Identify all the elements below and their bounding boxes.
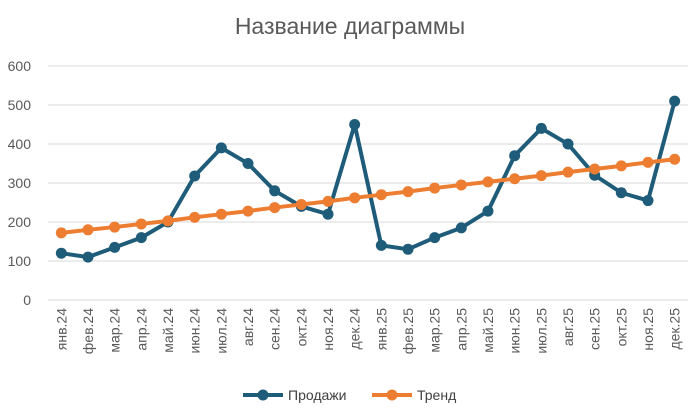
legend: Продажи Тренд	[243, 387, 456, 403]
data-point	[242, 158, 254, 169]
legend-marker	[257, 389, 269, 401]
x-tick-label: апр.25	[453, 308, 469, 351]
data-point	[642, 156, 654, 168]
data-point	[615, 187, 627, 199]
data-point	[55, 247, 67, 259]
data-point	[509, 173, 521, 185]
data-point	[295, 198, 307, 210]
x-tick-label: авг.24	[240, 308, 256, 346]
data-point	[429, 182, 441, 194]
y-tick-label: 300	[8, 175, 32, 191]
y-tick-label: 500	[8, 97, 32, 113]
x-tick-label: фев.24	[80, 308, 96, 354]
legend-label: Тренд	[417, 387, 456, 403]
x-tick-label: июл.25	[533, 308, 549, 354]
data-point	[562, 138, 574, 150]
data-point	[669, 153, 681, 165]
x-tick-label: май.25	[480, 308, 496, 353]
x-tick-label: окт.25	[613, 308, 629, 347]
data-point	[482, 176, 494, 188]
data-point	[215, 208, 227, 220]
data-point	[589, 163, 601, 175]
x-tick-label: ноя.24	[320, 308, 336, 351]
x-tick-label: апр.24	[133, 308, 149, 351]
data-point	[375, 189, 387, 201]
x-axis-ticks: янв.24 фев.24 мар.24 апр.24 май.24 июн.24 июл.…	[53, 308, 682, 354]
data-point	[482, 205, 494, 217]
data-point	[322, 195, 334, 207]
x-tick-label: янв.24	[53, 308, 69, 350]
x-tick-label: авг.25	[560, 308, 576, 346]
data-point	[269, 185, 281, 197]
legend-label: Продажи	[288, 387, 346, 403]
data-point	[242, 205, 254, 217]
data-point	[669, 95, 681, 107]
data-point	[82, 251, 94, 263]
data-point	[535, 170, 547, 182]
data-point	[402, 186, 414, 198]
data-point	[215, 142, 227, 154]
series-line	[59, 99, 677, 260]
data-point	[189, 211, 201, 223]
data-point	[429, 232, 441, 244]
x-tick-label: сен.24	[267, 308, 283, 350]
x-tick-label: июн.24	[187, 308, 203, 354]
data-point	[349, 192, 361, 204]
x-tick-label: мар.25	[427, 308, 443, 353]
series-lines	[55, 95, 681, 263]
data-point	[109, 241, 121, 253]
data-point	[375, 239, 387, 251]
data-point	[562, 166, 574, 178]
y-tick-label: 100	[8, 253, 32, 269]
x-tick-label: сен.25	[587, 308, 603, 350]
data-point	[642, 195, 654, 207]
data-point	[455, 179, 467, 191]
series-0	[55, 95, 681, 263]
x-tick-label: ноя.25	[640, 308, 656, 351]
x-tick-label: дек.25	[667, 308, 683, 350]
x-tick-label: мар.24	[107, 308, 123, 353]
y-tick-label: 200	[8, 214, 32, 230]
y-tick-label: 0	[23, 292, 31, 308]
y-axis-ticks: 0 100 200 300 400 500 600	[8, 58, 32, 308]
x-tick-label: дек.24	[347, 308, 363, 350]
x-tick-label: окт.24	[293, 308, 309, 347]
legend-entry: Тренд	[372, 387, 456, 403]
data-point	[82, 224, 94, 236]
data-point	[535, 122, 547, 134]
x-tick-label: июл.24	[213, 308, 229, 354]
x-tick-label: июн.25	[507, 308, 523, 354]
data-point	[189, 170, 201, 182]
series-1	[55, 153, 681, 239]
data-point	[509, 150, 521, 162]
data-point	[615, 160, 627, 172]
data-point	[135, 218, 147, 230]
x-tick-label: янв.25	[373, 308, 389, 350]
x-tick-label: фев.25	[400, 308, 416, 354]
data-point	[55, 227, 67, 239]
legend-entry: Продажи	[243, 387, 346, 403]
data-point	[109, 221, 121, 233]
x-tick-label: май.24	[160, 308, 176, 353]
data-point	[349, 119, 361, 130]
chart-title: Название диаграммы	[235, 13, 465, 39]
legend-marker	[386, 389, 398, 401]
y-tick-label: 600	[8, 58, 32, 74]
data-point	[455, 222, 467, 234]
data-point	[135, 232, 147, 244]
data-point	[269, 202, 281, 214]
data-point	[402, 243, 414, 255]
data-point	[162, 215, 174, 227]
y-tick-label: 400	[8, 136, 32, 152]
data-point	[322, 208, 334, 220]
